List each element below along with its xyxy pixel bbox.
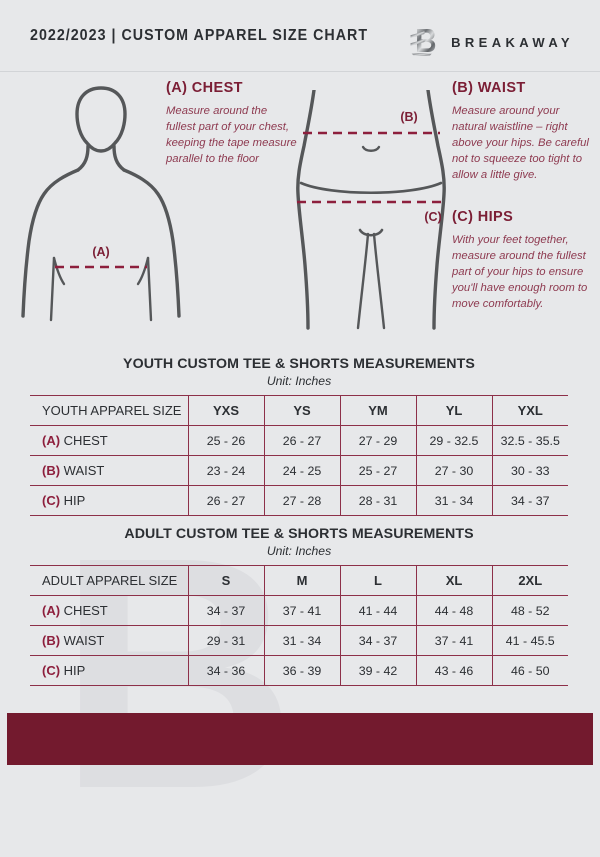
brand-lockup: BREAKAWAY [408,26,574,58]
brand-name: BREAKAWAY [451,34,574,50]
row-name: HIP [63,493,86,508]
adult-table-title: ADULT CUSTOM TEE & SHORTS MEASUREMENTS [124,526,474,542]
measurement-illustrations: (A) (B) (C) [0,72,600,350]
youth-size-header-2: YM [340,395,417,426]
youth-size-header-1: YS [264,395,341,426]
adult-waist-m: 31 - 34 [264,625,341,656]
adult-row-label-waist: (B) WAIST [30,625,189,656]
row-tag: (A) [42,433,61,448]
callout-chest: (A) CHEST Measure around the fullest par… [166,80,298,167]
youth-chest-ys: 26 - 27 [264,425,341,456]
youth-table-title: YOUTH CUSTOM TEE & SHORTS MEASUREMENTS [123,356,475,372]
youth-chest-yxl: 32.5 - 35.5 [492,425,568,456]
callout-chest-body: Measure around the fullest part of your … [166,105,297,166]
chest-line-label: (A) [92,245,109,259]
row-name: CHEST [63,603,108,618]
table-row: (C) HIP 34 - 36 36 - 39 39 - 42 43 - 46 … [30,655,568,686]
adult-size-header-label: ADULT APPAREL SIZE [30,565,189,596]
youth-waist-yxs: 23 - 24 [188,455,265,486]
page-header: 2022/2023 | CUSTOM APPAREL SIZE CHART [0,0,600,72]
adult-hip-l: 39 - 42 [340,655,417,686]
youth-waist-yl: 27 - 30 [416,455,493,486]
hip-line-label: (C) [424,210,441,224]
table-row: (B) WAIST 29 - 31 31 - 34 34 - 37 37 - 4… [30,625,568,656]
adult-size-header-3: XL [416,565,493,596]
adult-chest-s: 34 - 37 [188,595,265,626]
table-row: (A) CHEST 25 - 26 26 - 27 27 - 29 29 - 3… [30,425,568,456]
callout-waist-title: (B) WAIST [452,80,526,96]
adult-size-header-1: M [264,565,341,596]
row-tag: (C) [42,663,61,678]
row-name: WAIST [63,633,105,648]
row-tag: (B) [42,633,61,648]
youth-size-header-3: YL [416,395,493,426]
table-row: (C) HIP 26 - 27 27 - 28 28 - 31 31 - 34 … [30,485,568,516]
torso-figure-illustration: (A) [21,86,181,322]
adult-size-header-4: 2XL [492,565,568,596]
adult-size-header-2: L [340,565,417,596]
youth-hip-ys: 27 - 28 [264,485,341,516]
adult-table-unit: Unit: Inches [266,544,332,558]
table-header-row: ADULT APPAREL SIZE S M L XL 2XL [30,565,568,596]
youth-row-label-waist: (B) WAIST [30,455,189,486]
adult-chest-xl: 44 - 48 [416,595,493,626]
row-tag: (B) [42,463,61,478]
row-name: CHEST [63,433,108,448]
table-row: (A) CHEST 34 - 37 37 - 41 41 - 44 44 - 4… [30,595,568,626]
youth-chest-yxs: 25 - 26 [188,425,265,456]
callout-hips: (C) HIPS With your feet together, measur… [452,209,592,312]
youth-size-table: YOUTH APPAREL SIZE YXS YS YM YL YXL (A) … [30,395,568,516]
row-tag: (C) [42,493,61,508]
adult-size-header-0: S [188,565,265,596]
youth-size-header-0: YXS [188,395,265,426]
youth-hip-yxs: 26 - 27 [188,485,265,516]
adult-waist-2xl: 41 - 45.5 [492,625,568,656]
youth-table-unit: Unit: Inches [266,374,332,388]
youth-hip-yl: 31 - 34 [416,485,493,516]
adult-chest-l: 41 - 44 [340,595,417,626]
adult-row-label-hip: (C) HIP [30,655,189,686]
callout-chest-title: (A) CHEST [166,80,243,96]
callout-hips-body: With your feet together, measure around … [452,234,588,311]
adult-row-label-chest: (A) CHEST [30,595,189,626]
adult-waist-l: 34 - 37 [340,625,417,656]
youth-hip-yxl: 34 - 37 [492,485,568,516]
adult-hip-2xl: 46 - 50 [492,655,568,686]
adult-waist-s: 29 - 31 [188,625,265,656]
youth-hip-ym: 28 - 31 [340,485,417,516]
callout-hips-title: (C) HIPS [452,209,514,225]
hips-figure-illustration: (B) (C) [296,90,446,330]
table-header-row: YOUTH APPAREL SIZE YXS YS YM YL YXL [30,395,568,426]
header-divider [0,71,600,72]
adult-measurements-section: ADULT CUSTOM TEE & SHORTS MEASUREMENTS U… [30,526,568,686]
callout-waist-body: Measure around your natural waistline – … [452,105,589,182]
breakaway-b-logo-icon [408,26,438,58]
row-tag: (A) [42,603,61,618]
adult-waist-xl: 37 - 41 [416,625,493,656]
youth-size-header-label: YOUTH APPAREL SIZE [30,395,189,426]
table-row: (B) WAIST 23 - 24 24 - 25 25 - 27 27 - 3… [30,455,568,486]
youth-measurements-section: YOUTH CUSTOM TEE & SHORTS MEASUREMENTS U… [30,356,568,516]
footer-bar [7,713,593,765]
youth-waist-yxl: 30 - 33 [492,455,568,486]
adult-chest-2xl: 48 - 52 [492,595,568,626]
youth-chest-yl: 29 - 32.5 [416,425,493,456]
page-title: 2022/2023 | CUSTOM APPAREL SIZE CHART [30,27,369,44]
youth-row-label-chest: (A) CHEST [30,425,189,456]
youth-waist-ym: 25 - 27 [340,455,417,486]
row-name: WAIST [63,463,105,478]
waist-line-label: (B) [400,110,417,124]
callout-waist: (B) WAIST Measure around your natural wa… [452,80,590,183]
adult-size-table: ADULT APPAREL SIZE S M L XL 2XL (A) CHES… [30,565,568,686]
adult-chest-m: 37 - 41 [264,595,341,626]
adult-hip-s: 34 - 36 [188,655,265,686]
adult-hip-m: 36 - 39 [264,655,341,686]
row-name: HIP [63,663,86,678]
youth-row-label-hip: (C) HIP [30,485,189,516]
adult-hip-xl: 43 - 46 [416,655,493,686]
youth-chest-ym: 27 - 29 [340,425,417,456]
youth-size-header-4: YXL [492,395,568,426]
youth-waist-ys: 24 - 25 [264,455,341,486]
